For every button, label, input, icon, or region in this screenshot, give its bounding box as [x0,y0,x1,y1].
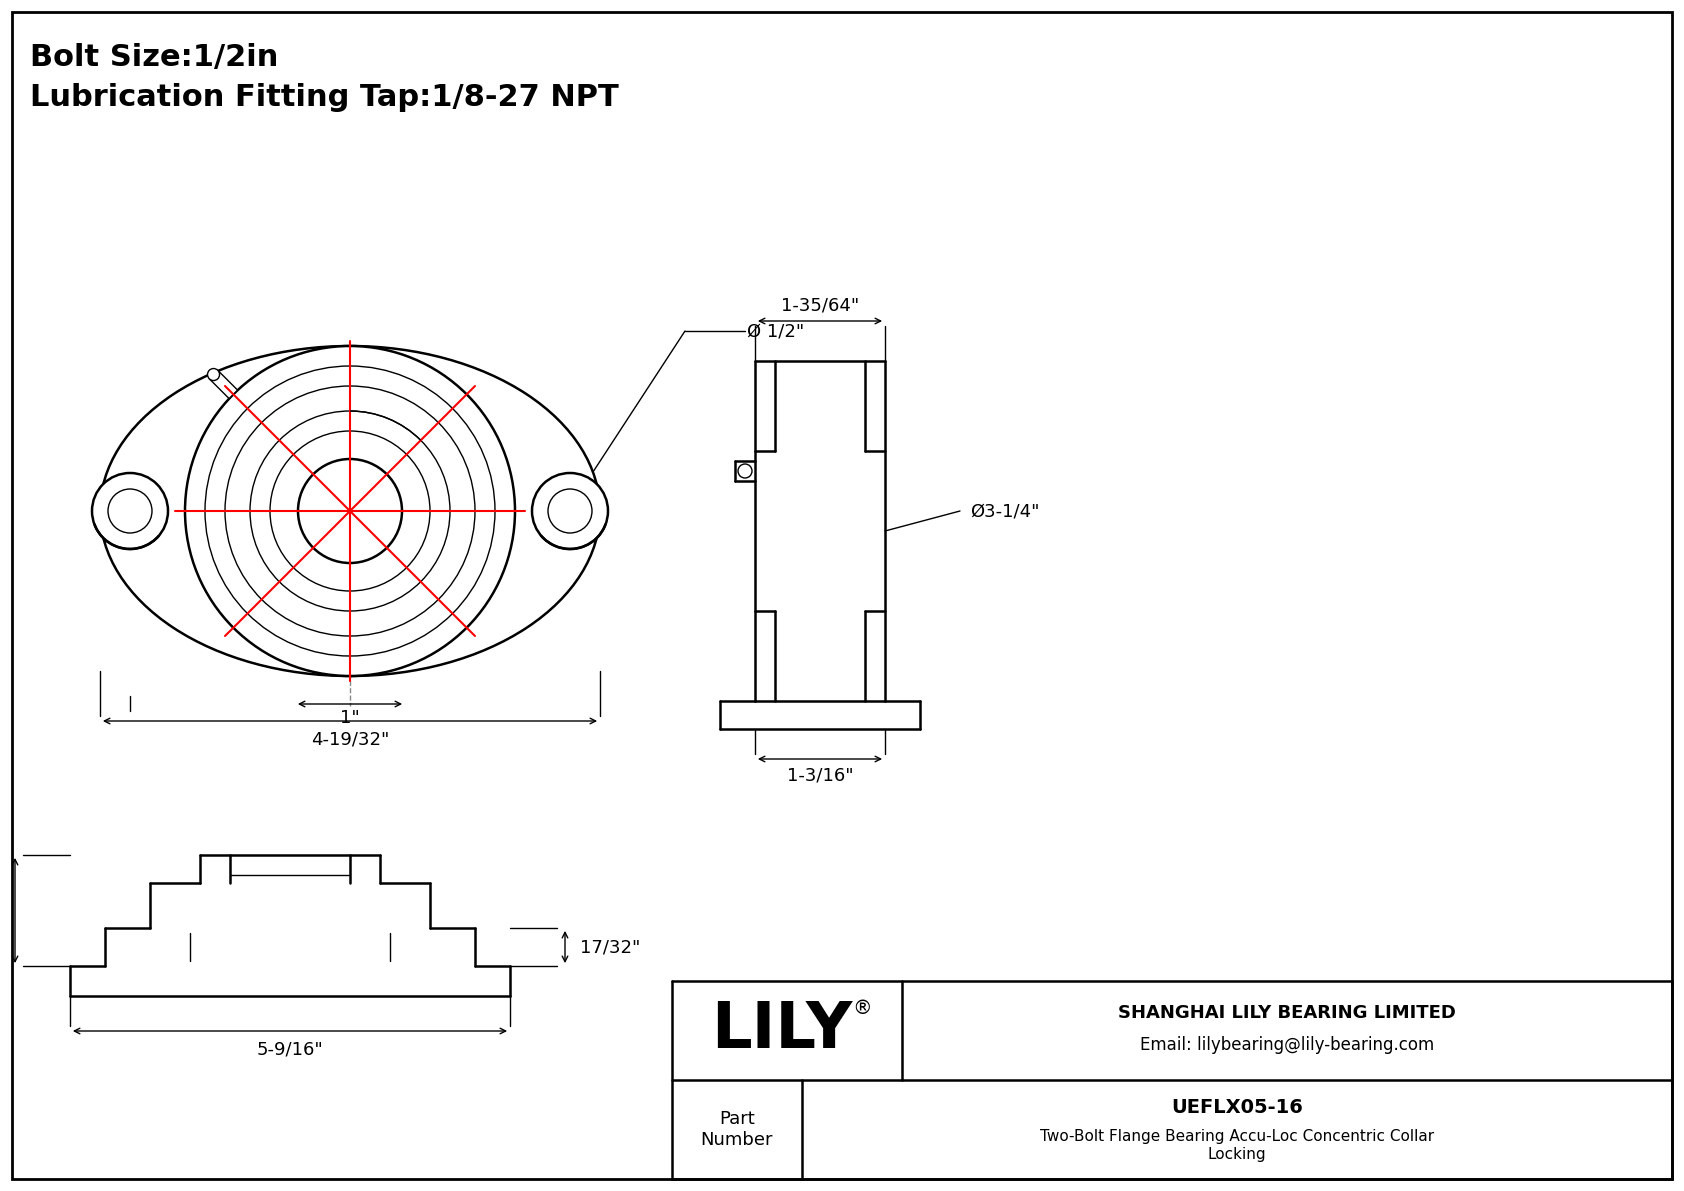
Text: ®: ® [852,999,872,1018]
Circle shape [108,490,152,534]
Ellipse shape [99,347,600,676]
Text: 1-35/64": 1-35/64" [781,297,859,314]
Text: 45°: 45° [364,357,396,375]
Circle shape [532,473,608,549]
Circle shape [547,490,593,534]
Text: Ø3-1/4": Ø3-1/4" [970,501,1039,520]
Circle shape [269,431,429,591]
Circle shape [207,368,219,381]
Circle shape [249,411,450,611]
Text: 1": 1" [340,709,360,727]
Circle shape [93,473,168,549]
Text: 1-3/16": 1-3/16" [786,766,854,784]
Circle shape [205,366,495,656]
Circle shape [738,464,753,478]
Text: Bolt Size:1/2in: Bolt Size:1/2in [30,43,278,71]
Text: UEFLX05-16: UEFLX05-16 [1170,1098,1303,1117]
Circle shape [298,459,402,563]
Text: LILY: LILY [711,999,852,1061]
Text: 5-9/16": 5-9/16" [256,1040,323,1058]
Text: Part
Number: Part Number [701,1110,773,1149]
Circle shape [185,347,515,676]
Text: Email: lilybearing@lily-bearing.com: Email: lilybearing@lily-bearing.com [1140,1036,1435,1054]
Polygon shape [209,370,237,399]
Text: Two-Bolt Flange Bearing Accu-Loc Concentric Collar
Locking: Two-Bolt Flange Bearing Accu-Loc Concent… [1041,1129,1435,1161]
Text: 17/32": 17/32" [579,939,640,956]
Text: SHANGHAI LILY BEARING LIMITED: SHANGHAI LILY BEARING LIMITED [1118,1004,1457,1022]
Text: 4-19/32": 4-19/32" [312,730,389,748]
Text: Ø 1/2": Ø 1/2" [748,322,805,339]
Circle shape [226,386,475,636]
Text: Lubrication Fitting Tap:1/8-27 NPT: Lubrication Fitting Tap:1/8-27 NPT [30,83,618,112]
